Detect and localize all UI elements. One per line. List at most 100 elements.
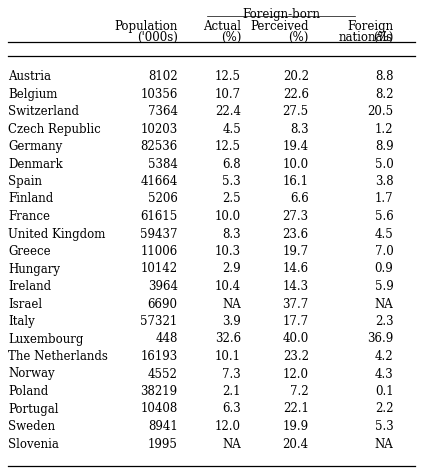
Text: Foreign-born: Foreign-born <box>242 8 320 21</box>
Text: Slovenia: Slovenia <box>8 438 59 450</box>
Text: 4.5: 4.5 <box>375 228 393 240</box>
Text: Perceived: Perceived <box>250 20 309 33</box>
Text: Belgium: Belgium <box>8 88 58 100</box>
Text: 11006: 11006 <box>140 245 178 258</box>
Text: 2.5: 2.5 <box>222 192 241 206</box>
Text: 5.9: 5.9 <box>375 280 393 293</box>
Text: 20.5: 20.5 <box>367 105 393 118</box>
Text: 12.0: 12.0 <box>283 367 309 381</box>
Text: Sweden: Sweden <box>8 420 55 433</box>
Text: 0.9: 0.9 <box>375 263 393 275</box>
Text: 19.9: 19.9 <box>283 420 309 433</box>
Text: NA: NA <box>222 438 241 450</box>
Text: 7.2: 7.2 <box>290 385 309 398</box>
Text: 2.2: 2.2 <box>375 402 393 416</box>
Text: 20.4: 20.4 <box>283 438 309 450</box>
Text: 1.2: 1.2 <box>375 122 393 136</box>
Text: 10.7: 10.7 <box>215 88 241 100</box>
Text: 82536: 82536 <box>140 140 178 153</box>
Text: 8.9: 8.9 <box>375 140 393 153</box>
Text: 8941: 8941 <box>148 420 178 433</box>
Text: United Kingdom: United Kingdom <box>8 228 106 240</box>
Text: 5384: 5384 <box>148 157 178 171</box>
Text: Population: Population <box>114 20 178 33</box>
Text: (%): (%) <box>373 31 393 44</box>
Text: 2.3: 2.3 <box>375 315 393 328</box>
Text: 10356: 10356 <box>140 88 178 100</box>
Text: 37.7: 37.7 <box>283 298 309 310</box>
Text: 8.3: 8.3 <box>290 122 309 136</box>
Text: 10.0: 10.0 <box>215 210 241 223</box>
Text: France: France <box>8 210 50 223</box>
Text: NA: NA <box>222 298 241 310</box>
Text: 0.1: 0.1 <box>375 385 393 398</box>
Text: Israel: Israel <box>8 298 43 310</box>
Text: 19.4: 19.4 <box>283 140 309 153</box>
Text: 10203: 10203 <box>140 122 178 136</box>
Text: 6.6: 6.6 <box>290 192 309 206</box>
Text: Austria: Austria <box>8 70 52 83</box>
Text: Poland: Poland <box>8 385 49 398</box>
Text: Luxembourg: Luxembourg <box>8 332 84 346</box>
Text: 36.9: 36.9 <box>367 332 393 346</box>
Text: NA: NA <box>375 298 393 310</box>
Text: Spain: Spain <box>8 175 42 188</box>
Text: 10.1: 10.1 <box>215 350 241 363</box>
Text: 19.7: 19.7 <box>283 245 309 258</box>
Text: 27.3: 27.3 <box>283 210 309 223</box>
Text: 3.9: 3.9 <box>222 315 241 328</box>
Text: Portugal: Portugal <box>8 402 59 416</box>
Text: Actual: Actual <box>203 20 241 33</box>
Text: 22.4: 22.4 <box>215 105 241 118</box>
Text: 5.3: 5.3 <box>375 420 393 433</box>
Text: Germany: Germany <box>8 140 63 153</box>
Text: 8.2: 8.2 <box>375 88 393 100</box>
Text: 4.2: 4.2 <box>375 350 393 363</box>
Text: 7.0: 7.0 <box>375 245 393 258</box>
Text: 5.3: 5.3 <box>222 175 241 188</box>
Text: 32.6: 32.6 <box>215 332 241 346</box>
Text: 40.0: 40.0 <box>283 332 309 346</box>
Text: 10142: 10142 <box>140 263 178 275</box>
Text: 2.1: 2.1 <box>222 385 241 398</box>
Text: 17.7: 17.7 <box>283 315 309 328</box>
Text: (%): (%) <box>288 31 309 44</box>
Text: 5.6: 5.6 <box>375 210 393 223</box>
Text: Hungary: Hungary <box>8 263 60 275</box>
Text: 16193: 16193 <box>140 350 178 363</box>
Text: Ireland: Ireland <box>8 280 52 293</box>
Text: 22.6: 22.6 <box>283 88 309 100</box>
Text: 16.1: 16.1 <box>283 175 309 188</box>
Text: 10408: 10408 <box>140 402 178 416</box>
Text: Italy: Italy <box>8 315 35 328</box>
Text: 10.4: 10.4 <box>215 280 241 293</box>
Text: 22.1: 22.1 <box>283 402 309 416</box>
Text: 1.7: 1.7 <box>375 192 393 206</box>
Text: 5206: 5206 <box>148 192 178 206</box>
Text: 38219: 38219 <box>140 385 178 398</box>
Text: 8.3: 8.3 <box>222 228 241 240</box>
Text: 10.0: 10.0 <box>283 157 309 171</box>
Text: 59437: 59437 <box>140 228 178 240</box>
Text: 7364: 7364 <box>148 105 178 118</box>
Text: Finland: Finland <box>8 192 54 206</box>
Text: Foreign: Foreign <box>347 20 393 33</box>
Text: 12.0: 12.0 <box>215 420 241 433</box>
Text: Denmark: Denmark <box>8 157 63 171</box>
Text: 61615: 61615 <box>140 210 178 223</box>
Text: 57321: 57321 <box>140 315 178 328</box>
Text: Czech Republic: Czech Republic <box>8 122 101 136</box>
Text: 23.6: 23.6 <box>283 228 309 240</box>
Text: NA: NA <box>375 438 393 450</box>
Text: nationals: nationals <box>339 31 393 44</box>
Text: 3964: 3964 <box>148 280 178 293</box>
Text: 1995: 1995 <box>148 438 178 450</box>
Text: 8102: 8102 <box>148 70 178 83</box>
Text: Switzerland: Switzerland <box>8 105 80 118</box>
Text: 4.3: 4.3 <box>375 367 393 381</box>
Text: 12.5: 12.5 <box>215 70 241 83</box>
Text: 12.5: 12.5 <box>215 140 241 153</box>
Text: 41664: 41664 <box>140 175 178 188</box>
Text: 4.5: 4.5 <box>222 122 241 136</box>
Text: 6690: 6690 <box>148 298 178 310</box>
